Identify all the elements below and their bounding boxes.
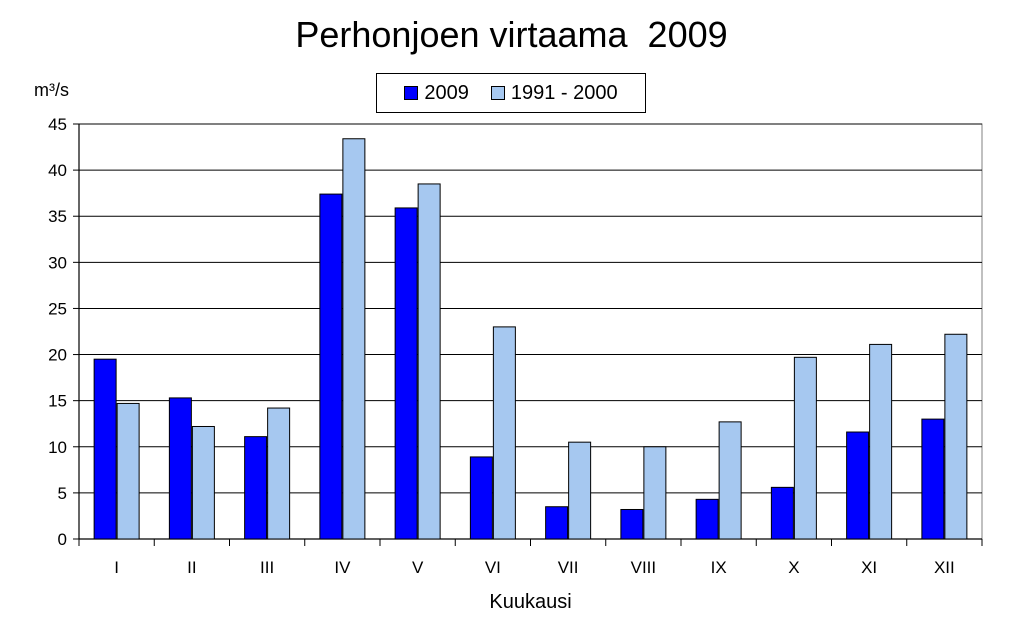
y-tick-label: 15 [48,392,67,411]
bar-2-X [793,356,817,540]
x-tick-label: XII [934,558,955,577]
bar-1-V [394,207,418,540]
bar-1-X [770,486,794,540]
x-tick-label: V [412,558,424,577]
x-tick-label: X [788,558,799,577]
x-tick-label: IV [334,558,351,577]
bar-1-IX [695,498,719,540]
legend-label-series-2: 1991 - 2000 [510,81,618,104]
x-tick-label: III [260,558,274,577]
bar-1-XII [921,418,945,540]
bar-2-VIII [643,446,667,540]
bar-2-VII [568,441,592,540]
bar-1-VII [545,506,569,540]
bar-1-IV [319,193,343,540]
bar-1-II [168,397,192,540]
y-tick-label: 5 [58,484,67,503]
bar-2-III [267,407,291,540]
y-tick-label: 10 [48,438,67,457]
bar-2-XI [869,343,893,540]
y-tick-label: 30 [48,253,67,272]
y-tick-label: 35 [48,207,67,226]
bar-1-XI [846,431,870,540]
x-tick-label: XI [861,558,877,577]
x-tick-label: VI [485,558,501,577]
x-tick-label: VIII [631,558,657,577]
x-tick-label: I [114,558,119,577]
bar-1-III [244,436,268,540]
bar-2-IV [342,138,366,540]
chart-title: Perhonjoen virtaama 2009 [295,14,728,55]
bar-1-VIII [620,508,644,540]
bar-1-VI [469,456,493,540]
x-axis-label: Kuukausi [489,591,571,613]
x-tick-label: II [187,558,196,577]
y-tick-label: 25 [48,299,67,318]
plot-frame [78,123,983,540]
bar-2-VI [492,326,516,540]
bar-1-I [93,358,117,540]
y-tick-label: 20 [48,346,67,365]
bar-2-XII [944,333,968,540]
legend-swatch-series-2 [490,86,505,100]
bar-2-I [116,402,140,540]
x-tick-label: VII [558,558,579,577]
legend: 2009 1991 - 2000 [376,73,646,113]
legend-swatch-series-1 [404,86,419,100]
legend-label-series-1: 2009 [424,81,469,104]
bar-2-IX [718,421,742,540]
legend-item-series-2: 1991 - 2000 [490,81,618,105]
y-tick-label: 0 [58,530,67,549]
x-tick-label: IX [711,558,727,577]
bar-2-II [191,425,215,540]
legend-item-series-1: 2009 [404,82,469,105]
y-axis-label: m³/s [34,80,69,100]
bar-2-V [417,183,441,540]
y-tick-label: 45 [48,115,67,134]
y-tick-label: 40 [48,161,67,180]
